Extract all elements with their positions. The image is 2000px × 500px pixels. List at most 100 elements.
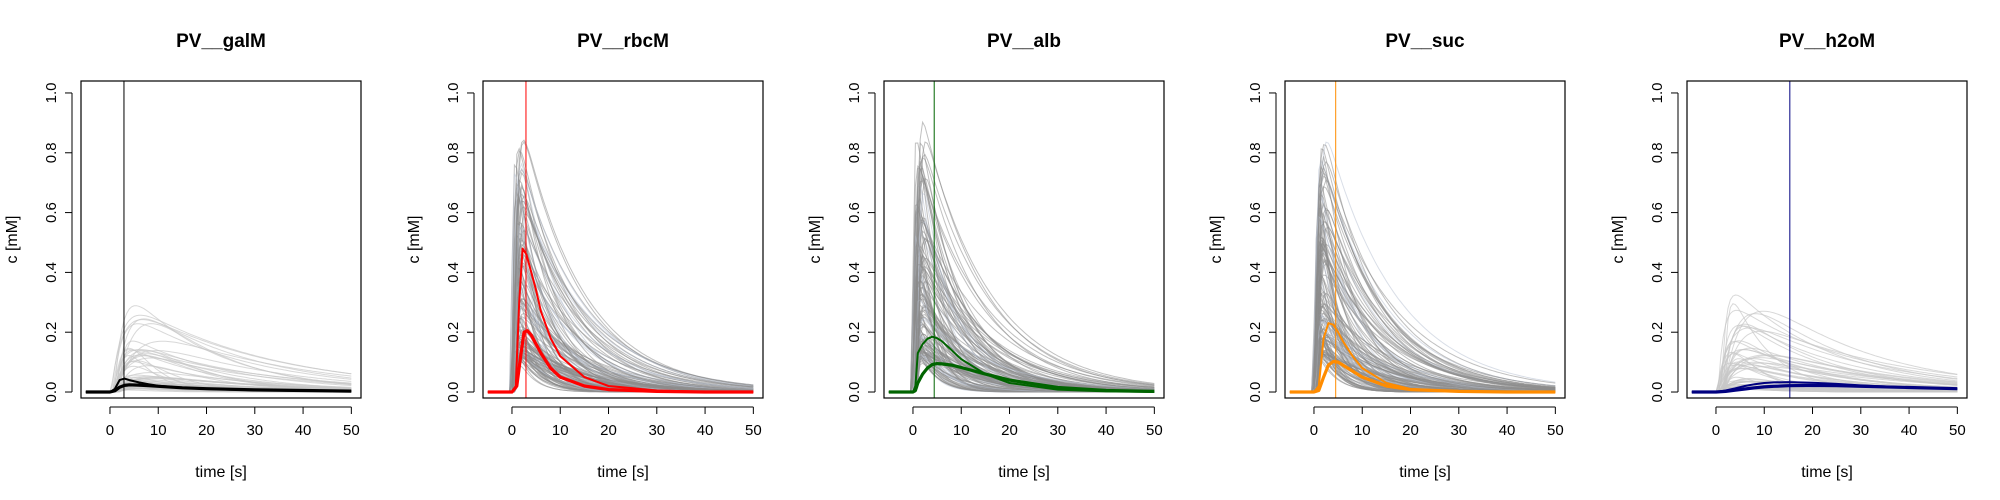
x-tick-label: 40: [1098, 422, 1115, 439]
ensemble-trace: [85, 354, 352, 393]
x-tick-label: 40: [1499, 422, 1516, 439]
chart-panel-3: 0 10 20 30 40 50 0.0 0.2 0.4 0.6 0.8 1.0 PV__albtime…: [807, 31, 1165, 481]
plot-area: [85, 81, 352, 398]
plot-area: [487, 81, 754, 398]
x-tick-label: 30: [1852, 422, 1869, 439]
ensemble-trace: [1289, 166, 1556, 393]
chart-title: PV__galM: [176, 31, 266, 52]
x-tick-label: 30: [648, 422, 665, 439]
y-tick-label: 0.4: [445, 262, 462, 283]
x-tick-label: 0: [1712, 422, 1720, 439]
ensemble-trace: [1289, 185, 1556, 393]
ensemble-trace: [888, 141, 1155, 393]
y-tick-label: 0.4: [1247, 262, 1264, 283]
y-tick-label: 0.6: [846, 202, 863, 223]
plot-frame: [883, 80, 1165, 399]
x-tick-label: 30: [1049, 422, 1066, 439]
y-tick-label: 0.6: [445, 202, 462, 223]
chart-title: PV__h2oM: [1779, 31, 1875, 52]
ensemble-trace: [1691, 310, 1958, 393]
x-axis-label: time [s]: [1399, 464, 1451, 481]
y-tick-label: 0.0: [1649, 382, 1666, 403]
y-axis-label: c [mM]: [406, 216, 423, 264]
ensemble-trace: [1289, 161, 1556, 393]
series-line-2: [888, 362, 1155, 394]
plot-area: [1289, 81, 1556, 398]
plot-area: [1691, 81, 1958, 398]
ensemble-trace: [1691, 362, 1958, 393]
x-tick-label: 10: [1756, 422, 1773, 439]
x-tick-label: 10: [552, 422, 569, 439]
y-tick-label: 0.8: [445, 142, 462, 163]
y-tick-label: 0.2: [1247, 322, 1264, 343]
y-tick-label: 0.2: [846, 322, 863, 343]
y-tick-label: 0.0: [1247, 382, 1264, 403]
ensemble-trace: [1691, 366, 1958, 393]
y-axis-label: c [mM]: [1610, 216, 1627, 264]
y-tick-label: 0.0: [445, 382, 462, 403]
chart-title: PV__alb: [987, 31, 1061, 52]
x-tick-label: 50: [1949, 422, 1966, 439]
ensemble-trace: [487, 328, 754, 393]
x-tick-label: 50: [745, 422, 762, 439]
ensemble-trace: [85, 340, 352, 393]
y-tick-label: 1.0: [445, 83, 462, 104]
x-tick-label: 0: [106, 422, 114, 439]
ensemble-trace: [1691, 385, 1958, 393]
y-tick-label: 0.2: [1649, 322, 1666, 343]
y-tick-label: 1.0: [1649, 83, 1666, 104]
y-tick-label: 1.0: [1247, 83, 1264, 104]
x-tick-label: 20: [1402, 422, 1419, 439]
x-tick-label: 40: [697, 422, 714, 439]
chart-panel-5: 0 10 20 30 40 50 0.0 0.2 0.4 0.6 0.8 1.0 PV__h2oMtim…: [1610, 31, 1968, 481]
series-line-1: [487, 247, 754, 393]
y-tick-label: 0.8: [1247, 142, 1264, 163]
x-axis-label: time [s]: [1801, 464, 1853, 481]
x-tick-label: 20: [198, 422, 215, 439]
y-tick-label: 0.6: [43, 202, 60, 223]
ensemble-trace: [1691, 355, 1958, 393]
ensemble-trace: [1289, 223, 1556, 393]
x-axis-label: time [s]: [998, 464, 1050, 481]
ensemble-trace: [1289, 349, 1556, 393]
x-axis-label: time [s]: [195, 464, 247, 481]
x-tick-label: 50: [343, 422, 360, 439]
plot-frame: [80, 80, 362, 399]
ensemble-trace: [487, 335, 754, 393]
y-axis-label: c [mM]: [807, 216, 824, 264]
ensemble-trace: [85, 380, 352, 393]
x-tick-label: 0: [909, 422, 917, 439]
x-tick-label: 20: [1804, 422, 1821, 439]
ensemble-trace: [1691, 313, 1958, 393]
ensemble-trace: [85, 374, 352, 393]
x-tick-label: 20: [600, 422, 617, 439]
plot-frame: [482, 80, 764, 399]
series-line-1: [888, 335, 1155, 393]
y-axis-label: c [mM]: [1208, 216, 1225, 264]
y-tick-label: 0.0: [846, 382, 863, 403]
y-tick-label: 0.4: [43, 262, 60, 283]
series-line-2: [487, 329, 754, 394]
ensemble-trace: [1289, 165, 1556, 393]
ensemble-trace: [888, 165, 1155, 393]
ensemble-trace: [487, 178, 754, 393]
ensemble-trace: [1691, 294, 1958, 393]
ensemble-trace: [85, 349, 352, 393]
ensemble-trace: [85, 372, 352, 393]
y-tick-label: 0.8: [846, 142, 863, 163]
ensemble-trace: [487, 168, 754, 393]
series-line-2: [1691, 383, 1958, 394]
ensemble-trace: [85, 314, 352, 393]
y-tick-label: 0.8: [43, 142, 60, 163]
y-tick-label: 1.0: [846, 83, 863, 104]
chart-title: PV__rbcM: [577, 31, 669, 52]
x-tick-label: 10: [1354, 422, 1371, 439]
ensemble-trace: [1691, 325, 1958, 393]
y-tick-label: 0.2: [445, 322, 462, 343]
plot-frame: [1284, 80, 1566, 399]
x-tick-label: 50: [1146, 422, 1163, 439]
ensemble-trace: [487, 139, 754, 393]
x-tick-label: 40: [295, 422, 312, 439]
ensemble-trace: [487, 239, 754, 393]
